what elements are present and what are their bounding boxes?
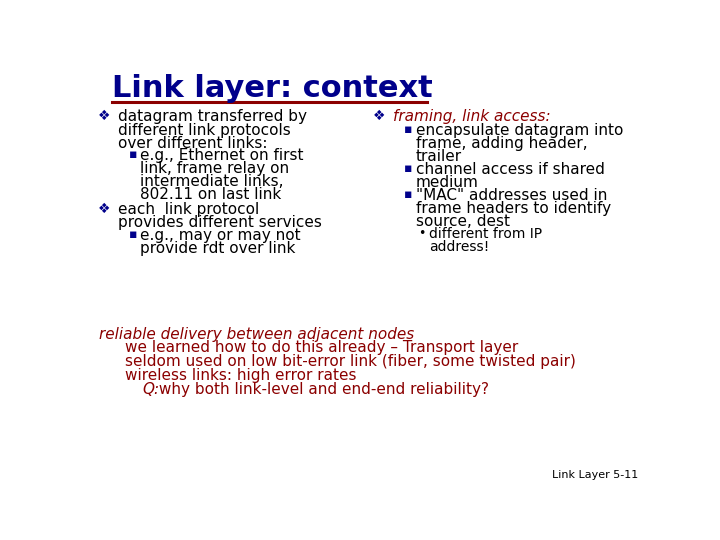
Text: framing, link access:: framing, link access: <box>393 110 551 124</box>
Text: intermediate links,: intermediate links, <box>140 174 283 189</box>
Text: channel access if shared: channel access if shared <box>415 162 604 177</box>
Text: "MAC" addresses used in: "MAC" addresses used in <box>415 188 607 203</box>
Text: ▪: ▪ <box>404 162 413 175</box>
Text: datagram transferred by: datagram transferred by <box>118 110 307 124</box>
Text: ▪: ▪ <box>129 148 138 161</box>
Text: Q:: Q: <box>143 382 160 397</box>
Text: provide rdt over link: provide rdt over link <box>140 241 295 256</box>
Text: over different links:: over different links: <box>118 136 267 151</box>
Text: wireless links: high error rates: wireless links: high error rates <box>125 368 356 383</box>
Text: encapsulate datagram into: encapsulate datagram into <box>415 123 623 138</box>
Text: ❖: ❖ <box>373 110 385 124</box>
Text: address!: address! <box>429 240 490 254</box>
Text: source, dest: source, dest <box>415 214 510 229</box>
Text: ▪: ▪ <box>404 123 413 136</box>
Text: seldom used on low bit-error link (fiber, some twisted pair): seldom used on low bit-error link (fiber… <box>125 354 576 369</box>
Text: each  link protocol: each link protocol <box>118 202 259 217</box>
Text: provides different services: provides different services <box>118 215 322 230</box>
Text: trailer: trailer <box>415 148 462 164</box>
Text: why both link-level and end-end reliability?: why both link-level and end-end reliabil… <box>153 382 489 397</box>
Text: reliable delivery between adjacent nodes: reliable delivery between adjacent nodes <box>99 327 415 342</box>
Text: e.g., Ethernet on first: e.g., Ethernet on first <box>140 148 303 163</box>
Text: e.g., may or may not: e.g., may or may not <box>140 228 300 243</box>
Text: ▪: ▪ <box>129 228 138 241</box>
Text: link, frame relay on: link, frame relay on <box>140 161 289 176</box>
Text: ❖: ❖ <box>98 110 110 124</box>
Text: frame headers to identify: frame headers to identify <box>415 201 611 216</box>
Text: we learned how to do this already – Transport layer: we learned how to do this already – Tran… <box>125 340 518 355</box>
Text: Link Layer 5-11: Link Layer 5-11 <box>552 470 639 480</box>
Text: ▪: ▪ <box>404 188 413 201</box>
Text: different from IP: different from IP <box>429 227 543 241</box>
Text: ❖: ❖ <box>98 202 110 216</box>
Text: •: • <box>418 227 426 240</box>
Text: Link layer: context: Link layer: context <box>112 74 433 103</box>
Text: frame, adding header,: frame, adding header, <box>415 136 587 151</box>
Text: different link protocols: different link protocols <box>118 123 291 138</box>
Text: 802.11 on last link: 802.11 on last link <box>140 187 281 202</box>
Text: medium: medium <box>415 175 478 190</box>
